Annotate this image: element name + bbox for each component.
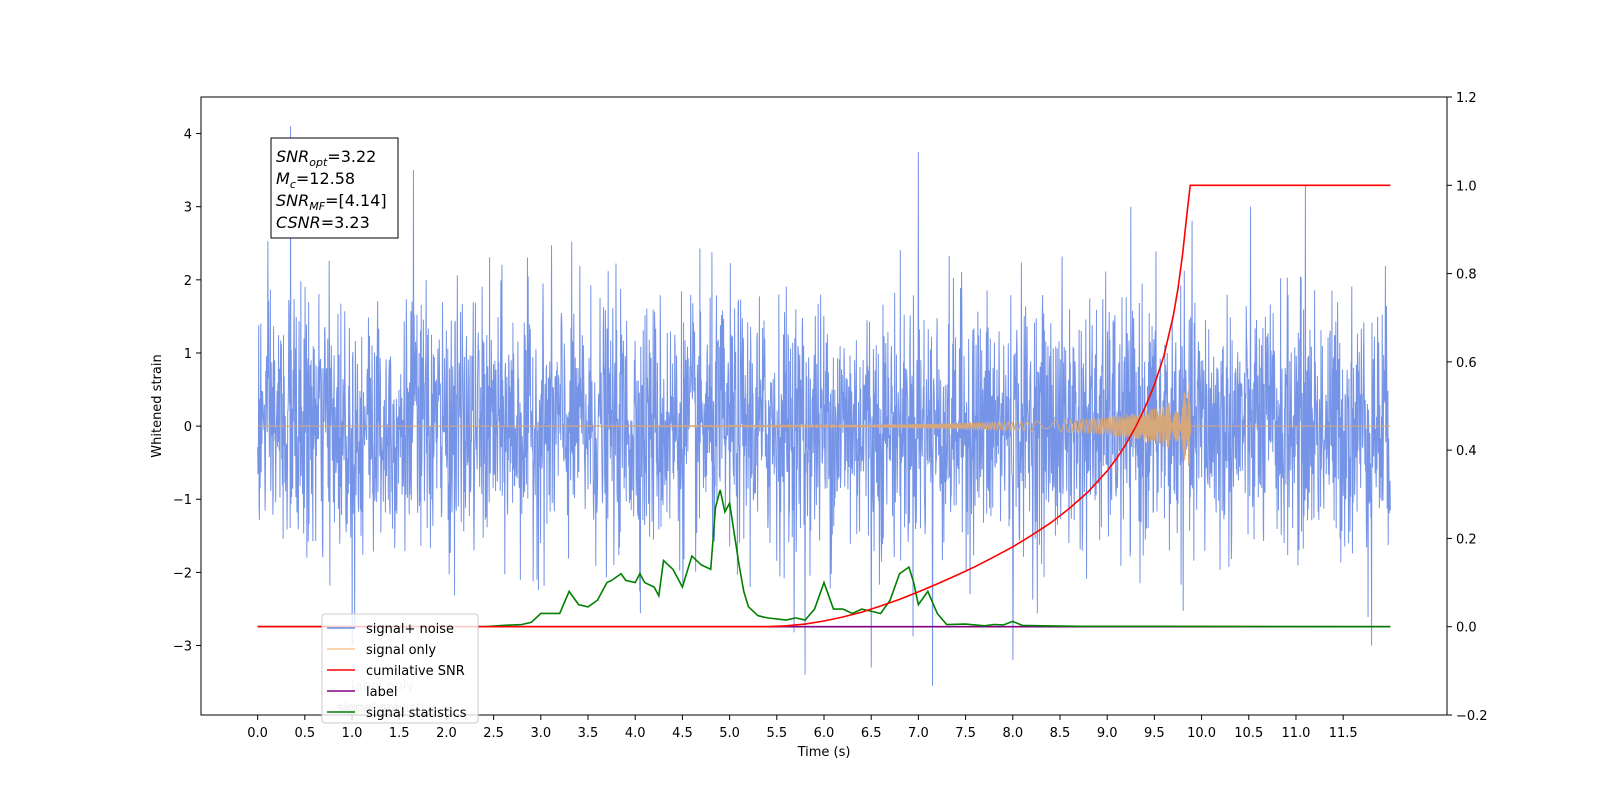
y2-tick-label: 0.8 <box>1456 268 1477 283</box>
y-tick-label: 2 <box>184 274 192 289</box>
legend-label: signal+ noise <box>366 622 454 637</box>
y-tick-label: −1 <box>173 493 192 508</box>
x-tick-label: 2.5 <box>483 726 504 741</box>
y2-tick-label: 0.6 <box>1456 356 1477 371</box>
x-tick-label: 11.5 <box>1329 726 1358 741</box>
legend-frame <box>321 613 479 724</box>
y2-tick-label: 0.2 <box>1456 532 1477 547</box>
stats-line: SNRMF=[4.14] <box>276 191 387 213</box>
y2-tick-label: 0.4 <box>1456 444 1477 459</box>
x-tick-label: 6.0 <box>814 726 835 741</box>
y-tick-label: 4 <box>184 128 192 143</box>
x-tick-label: 10.0 <box>1187 726 1216 741</box>
series-signal-only <box>257 382 1391 466</box>
x-tick-label: 8.5 <box>1050 726 1071 741</box>
x-tick-label: 4.0 <box>625 726 646 741</box>
legend-label: label <box>366 685 397 700</box>
x-tick-label: 9.5 <box>1144 726 1165 741</box>
x-tick-label: 1.5 <box>389 726 410 741</box>
x-tick-label: 3.0 <box>530 726 551 741</box>
x-tick-label: 2.0 <box>436 726 457 741</box>
x-tick-label: 1.0 <box>342 726 363 741</box>
y-tick-label: 1 <box>184 347 192 362</box>
y-tick-label: −2 <box>173 566 192 581</box>
y2-tick-label: −0.2 <box>1456 709 1488 724</box>
y-tick-label: −3 <box>173 640 192 655</box>
x-tick-label: 11.0 <box>1281 726 1310 741</box>
legend-label: signal only <box>366 643 436 658</box>
x-tick-label: 5.0 <box>719 726 740 741</box>
legend: signal onlylabel onlysignal statisticssi… <box>321 613 479 724</box>
x-tick-label: 3.5 <box>578 726 599 741</box>
x-tick-label: 0.5 <box>294 726 315 741</box>
x-axis-label: Time (s) <box>797 745 851 760</box>
x-tick-label: 7.5 <box>955 726 976 741</box>
series-cumulative-snr <box>257 184 1391 628</box>
series-signal-noise <box>257 126 1391 686</box>
y2-tick-label: 1.2 <box>1456 91 1477 106</box>
x-tick-label: 8.0 <box>1002 726 1023 741</box>
legend-label: signal statistics <box>366 706 467 721</box>
stats-line: SNRopt=3.22 <box>276 147 376 169</box>
x-tick-label: 6.5 <box>861 726 882 741</box>
y-tick-label: 0 <box>184 420 192 435</box>
stats-box-frame <box>270 137 399 239</box>
legend-label: cumilative SNR <box>366 664 465 679</box>
series-signal-statistics <box>257 489 1391 628</box>
axes-layer: 0.0 0.5 1.0 1.5 2.0 2.5 3.0 3.5 4.0 4.5 5.0 5.5 6.0 6… <box>173 91 1488 741</box>
y2-tick-label: 0.0 <box>1456 621 1477 636</box>
x-tick-label: 7.0 <box>908 726 929 741</box>
x-tick-label: 10.5 <box>1234 726 1263 741</box>
x-tick-label: 9.0 <box>1097 726 1118 741</box>
y2-tick-label: 1.0 <box>1456 179 1477 194</box>
x-tick-label: 0.0 <box>247 726 268 741</box>
y-axis-label: Whitened strain <box>150 354 165 457</box>
y-tick-label: 3 <box>184 201 192 216</box>
stats-line: CSNR=3.23 <box>276 213 370 232</box>
x-tick-label: 4.5 <box>672 726 693 741</box>
x-tick-label: 5.5 <box>766 726 787 741</box>
stats-line: Mc=12.58 <box>276 169 355 191</box>
